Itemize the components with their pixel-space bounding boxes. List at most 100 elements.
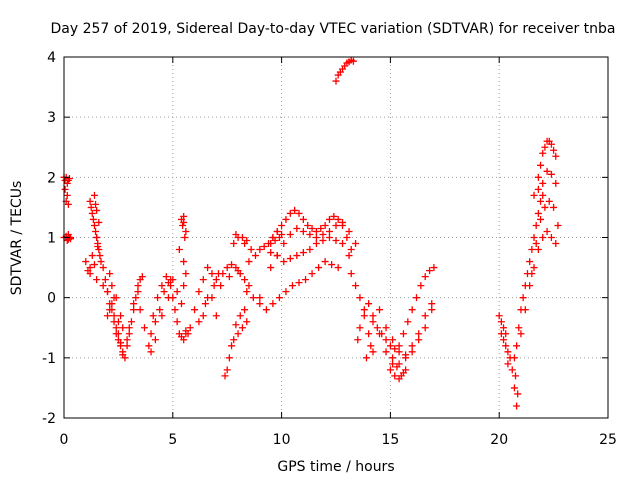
- x-tick-label: 5: [168, 432, 177, 448]
- data-point: [534, 173, 542, 181]
- data-point: [151, 318, 159, 326]
- data-point: [286, 230, 294, 238]
- data-point: [210, 282, 218, 290]
- data-point: [497, 318, 505, 326]
- data-point: [147, 330, 155, 338]
- y-tick-label: 2: [47, 170, 56, 186]
- data-point: [141, 324, 149, 332]
- data-point: [61, 185, 69, 193]
- data-point: [421, 324, 429, 332]
- data-point: [110, 312, 118, 320]
- data-point: [151, 336, 159, 344]
- data-point: [180, 212, 188, 220]
- data-point: [275, 234, 283, 241]
- data-point: [517, 330, 525, 338]
- data-point: [230, 240, 238, 248]
- data-point: [260, 243, 268, 251]
- data-point: [286, 209, 294, 217]
- data-point: [267, 240, 275, 248]
- data-point: [212, 276, 220, 284]
- y-tick-label: 0: [47, 291, 56, 307]
- data-point: [334, 264, 342, 272]
- data-point: [93, 276, 101, 284]
- data-point: [365, 300, 373, 308]
- data-point: [539, 191, 547, 199]
- data-point: [236, 312, 244, 320]
- data-point: [256, 294, 264, 302]
- data-point: [112, 324, 120, 332]
- data-point: [241, 240, 249, 248]
- data-point: [273, 252, 281, 260]
- data-point: [495, 312, 503, 320]
- data-point: [404, 318, 412, 326]
- data-point: [136, 306, 144, 314]
- data-point: [278, 221, 286, 229]
- data-point: [169, 294, 177, 302]
- data-point: [108, 282, 116, 290]
- data-point: [537, 197, 545, 205]
- data-point: [86, 197, 94, 205]
- y-axis-label: SDTVAR / TECUs: [9, 181, 25, 296]
- data-point: [212, 312, 220, 320]
- data-point: [514, 390, 522, 398]
- axis-ticks: 0 5 10 15 20 25 -2 -1 0 1 2 3 4: [42, 50, 617, 448]
- data-point: [288, 282, 296, 290]
- x-tick-label: 25: [599, 432, 617, 448]
- data-point: [393, 363, 401, 371]
- data-point: [539, 234, 547, 241]
- data-point: [63, 191, 71, 199]
- data-point: [223, 264, 231, 272]
- data-point: [293, 224, 301, 232]
- data-point: [552, 152, 560, 160]
- data-point: [87, 203, 95, 211]
- data-point: [328, 261, 336, 269]
- data-point: [125, 324, 133, 332]
- data-point: [204, 294, 212, 302]
- data-point: [325, 227, 333, 235]
- data-point: [225, 354, 233, 362]
- data-point: [319, 237, 327, 245]
- data-point: [345, 227, 353, 235]
- data-point: [269, 300, 277, 308]
- data-point: [65, 175, 73, 183]
- data-point: [554, 221, 562, 229]
- data-point: [182, 270, 190, 278]
- data-point: [106, 306, 114, 314]
- data-point: [343, 234, 351, 241]
- data-point: [90, 221, 98, 229]
- data-point: [64, 200, 72, 208]
- data-point: [195, 288, 203, 296]
- data-point: [543, 227, 551, 235]
- data-point: [199, 276, 207, 284]
- data-point: [330, 212, 338, 220]
- data-point: [356, 324, 364, 332]
- data-point: [234, 267, 242, 275]
- data-point: [182, 227, 190, 235]
- data-point: [132, 294, 140, 302]
- data-point: [123, 336, 131, 344]
- y-tick-label: 1: [47, 231, 56, 247]
- data-point: [526, 258, 534, 266]
- data-point: [550, 146, 558, 154]
- data-point: [169, 276, 177, 284]
- data-point: [360, 312, 368, 320]
- data-point: [89, 215, 97, 223]
- y-tick-label: -2: [42, 411, 56, 427]
- data-point: [221, 372, 229, 380]
- data-point: [386, 342, 394, 350]
- data-point: [528, 246, 536, 254]
- data-point: [534, 209, 542, 217]
- data-point: [408, 342, 416, 350]
- data-point: [180, 258, 188, 266]
- y-tick-label: 3: [47, 110, 56, 126]
- data-point: [515, 324, 523, 332]
- data-point: [293, 252, 301, 260]
- data-point: [321, 258, 329, 266]
- data-point: [332, 77, 340, 85]
- data-point: [267, 249, 275, 257]
- data-point: [181, 234, 189, 241]
- data-point: [500, 336, 508, 344]
- data-point: [382, 324, 390, 332]
- data-point: [369, 318, 377, 326]
- data-point: [95, 218, 103, 226]
